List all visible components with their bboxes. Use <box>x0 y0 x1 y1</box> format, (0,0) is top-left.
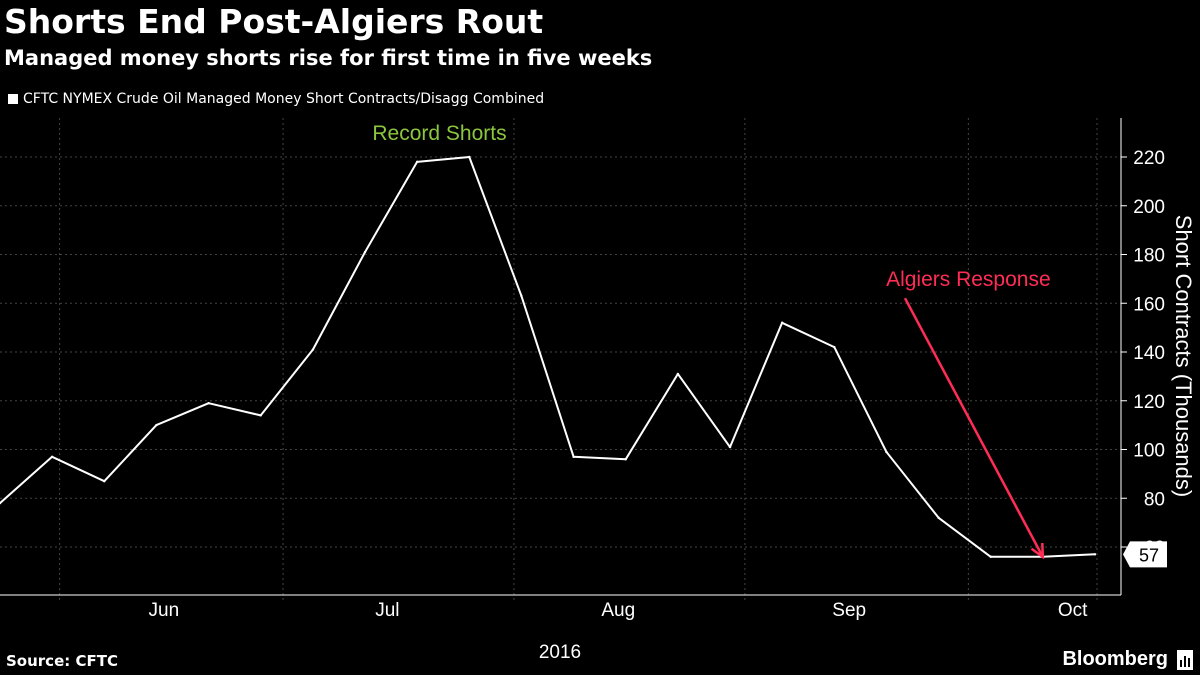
y-tick-label: 140 <box>1133 343 1165 364</box>
data-point <box>572 455 575 459</box>
series-line <box>0 156 1096 558</box>
legend-swatch <box>8 94 18 104</box>
data-point <box>833 345 836 349</box>
y-tick-label: 180 <box>1133 246 1165 267</box>
y-axis-title: Short Contracts (Thousands) <box>1171 215 1196 497</box>
x-tick-label: Jul <box>375 600 399 621</box>
record-shorts-annotation: Record Shorts <box>372 122 506 145</box>
data-point <box>676 372 680 376</box>
legend: CFTC NYMEX Crude Oil Managed Money Short… <box>8 91 544 107</box>
legend-label: CFTC NYMEX Crude Oil Managed Money Short… <box>23 91 545 107</box>
data-point <box>50 455 54 459</box>
brand-logo: Bloomberg <box>1062 648 1168 670</box>
y-tick-label: 80 <box>1144 489 1165 510</box>
algiers-response-annotation: Algiers Response <box>886 268 1051 291</box>
data-point <box>103 479 106 483</box>
y-tick-label: 220 <box>1133 148 1165 169</box>
last-value-box <box>1123 541 1167 568</box>
x-tick-label: Jun <box>149 600 180 621</box>
data-point <box>624 458 627 461</box>
data-point <box>155 423 158 427</box>
algiers-arrow-shaft <box>903 297 1044 558</box>
x-tick-label: Sep <box>832 600 866 621</box>
x-tick-label: Oct <box>1058 600 1088 621</box>
x-tick-label: Aug <box>601 600 635 621</box>
chart-subtitle: Managed money shorts rise for first time… <box>4 46 653 70</box>
data-point <box>259 414 262 417</box>
data-point <box>207 401 210 405</box>
data-point <box>885 450 888 454</box>
y-tick-label: 160 <box>1133 294 1165 315</box>
data-point <box>728 445 732 449</box>
data-point <box>363 250 367 254</box>
annotation-layer: Record Shorts Algiers Response <box>372 122 1051 560</box>
chart-title: Shorts End Post-Algiers Rout <box>4 2 544 41</box>
y-tick-label: 200 <box>1133 197 1165 218</box>
axis-layer: 6080100120140160180200220JunJulAugSepOct… <box>0 118 1196 663</box>
data-point <box>0 501 2 505</box>
last-value-label: 57 <box>1139 545 1159 565</box>
data-point <box>780 321 784 324</box>
data-point <box>937 516 940 519</box>
y-tick-label: 100 <box>1133 441 1165 462</box>
grid-layer <box>0 118 1121 603</box>
data-point <box>468 155 471 159</box>
algiers-arrow-head <box>1030 542 1045 560</box>
bloomberg-chart-icon <box>1177 650 1193 670</box>
data-point <box>311 348 315 351</box>
source-label: Source: CFTC <box>6 652 118 670</box>
y-tick-label: 120 <box>1133 392 1165 413</box>
data-point <box>415 160 419 164</box>
data-point <box>520 294 523 298</box>
series-layer <box>0 155 1097 558</box>
x-year-label: 2016 <box>539 642 581 663</box>
data-point <box>989 555 992 558</box>
data-point <box>1093 553 1097 556</box>
